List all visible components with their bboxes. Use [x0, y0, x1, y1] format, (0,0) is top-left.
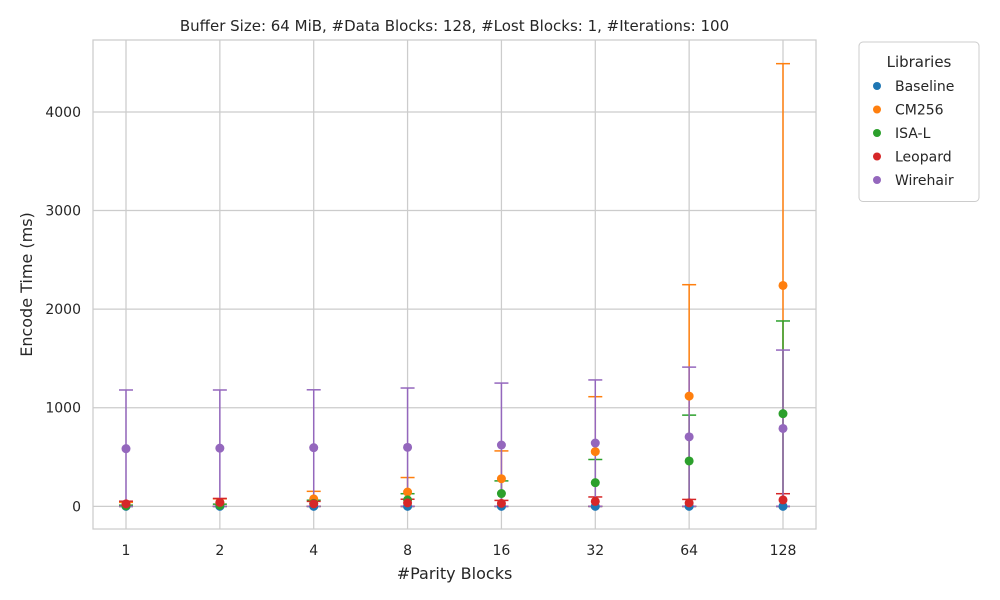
- data-point: [684, 498, 694, 508]
- y-tick-label: 0: [72, 499, 81, 515]
- y-tick-label: 4000: [45, 105, 81, 121]
- chart-title: Buffer Size: 64 MiB, #Data Blocks: 128, …: [180, 17, 729, 35]
- legend-item: CM256: [873, 103, 944, 119]
- data-point: [684, 391, 694, 401]
- data-point: [590, 496, 600, 506]
- plot-frame: [92, 39, 817, 530]
- legend-label: Baseline: [895, 79, 954, 95]
- legend-label: ISA-L: [895, 126, 931, 142]
- data-point: [684, 456, 694, 466]
- data-point: [684, 432, 694, 442]
- x-tick-label: 4: [309, 543, 318, 559]
- legend-marker: [873, 82, 881, 90]
- x-tick-label: 1: [122, 543, 131, 559]
- data-point: [590, 478, 600, 488]
- data-point: [309, 499, 319, 509]
- legend-item: ISA-L: [873, 126, 931, 142]
- y-tick-labels: 0 1000 2000 3000 4000: [45, 105, 81, 515]
- x-tick-label: 8: [403, 543, 412, 559]
- x-tick-label: 32: [586, 543, 604, 559]
- data-point: [121, 499, 131, 509]
- data-point: [215, 497, 225, 507]
- legend-box: [858, 41, 980, 202]
- data-point: [496, 489, 506, 499]
- data-point: [778, 423, 788, 433]
- legend-title: Libraries: [887, 53, 952, 71]
- legend-label: Leopard: [895, 150, 952, 166]
- legend-item: Baseline: [873, 79, 954, 95]
- y-tick-label: 3000: [45, 204, 81, 220]
- data-point: [778, 409, 788, 419]
- x-tick-label: 64: [680, 543, 698, 559]
- data-point: [403, 442, 413, 452]
- x-tick-label: 128: [770, 543, 797, 559]
- x-axis-label: #Parity Blocks: [397, 564, 513, 583]
- data-point: [778, 501, 788, 511]
- data-point: [215, 443, 225, 453]
- data-point: [590, 447, 600, 457]
- legend-label: Wirehair: [895, 173, 954, 189]
- data-point: [590, 438, 600, 448]
- legend-label: CM256: [895, 103, 944, 119]
- x-tick-label: 2: [215, 543, 224, 559]
- plot-background: [93, 40, 816, 529]
- legend-item: Wirehair: [873, 173, 954, 189]
- legend-item: Leopard: [873, 150, 952, 166]
- legend-marker: [873, 176, 881, 184]
- data-point: [778, 495, 788, 505]
- data-point: [403, 498, 413, 508]
- legend-marker: [873, 129, 881, 137]
- data-point: [778, 280, 788, 290]
- x-tick-label: 16: [493, 543, 511, 559]
- data-points: [121, 280, 788, 511]
- data-point: [496, 498, 506, 508]
- y-axis-label: Encode Time (ms): [17, 212, 36, 357]
- data-point: [121, 444, 131, 454]
- legend-items: Baseline CM256 ISA-L Leopard Wirehair: [873, 79, 954, 189]
- data-point: [496, 440, 506, 450]
- legend: Libraries Baseline CM256 ISA-L Leopard Wireh…: [858, 41, 980, 202]
- y-tick-label: 1000: [45, 401, 81, 417]
- legend-marker: [873, 152, 881, 161]
- data-point: [496, 474, 506, 484]
- plot-area: [92, 39, 817, 530]
- x-tick-labels: 1 2 4 8 16 32 64 128: [122, 543, 797, 559]
- data-point: [403, 487, 413, 497]
- legend-marker: [873, 105, 881, 114]
- data-point: [309, 443, 319, 453]
- y-tick-label: 2000: [45, 302, 81, 318]
